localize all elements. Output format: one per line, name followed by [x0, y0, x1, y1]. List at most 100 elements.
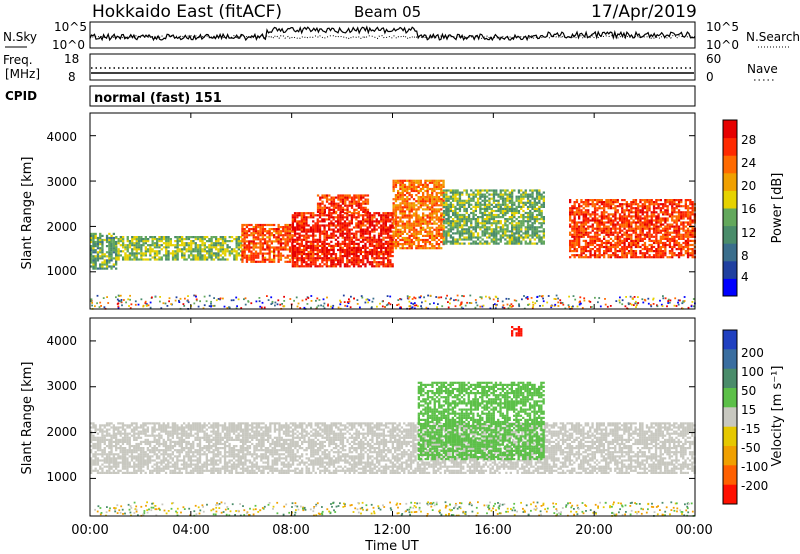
power-cell — [303, 220, 306, 223]
power-cell — [529, 213, 532, 217]
power-cell — [362, 230, 365, 233]
power-cell — [160, 240, 163, 243]
power-cell — [433, 245, 436, 248]
power-cell — [392, 183, 395, 186]
power-cell — [625, 219, 628, 222]
power-cell — [268, 236, 271, 239]
power-cell — [449, 191, 452, 194]
power-cell — [364, 218, 367, 221]
power-cell — [330, 236, 333, 239]
power-cell — [575, 207, 579, 210]
power-cell — [408, 210, 411, 213]
power-cell — [598, 237, 601, 240]
power-cell — [174, 258, 177, 261]
power-cell — [380, 261, 383, 264]
power-cell — [389, 236, 392, 239]
power-cell — [517, 220, 521, 223]
power-cell — [352, 242, 356, 245]
power-cell — [495, 220, 498, 223]
power-cell — [467, 201, 471, 204]
power-cell — [639, 217, 642, 220]
power-cell — [108, 255, 111, 258]
power-cell — [582, 235, 585, 238]
power-cell — [316, 250, 319, 254]
power-cell — [467, 193, 471, 196]
power-cell — [587, 201, 590, 204]
power-cell — [362, 222, 365, 225]
power-cell — [309, 253, 313, 256]
power-cell — [168, 300, 170, 303]
power-cell — [215, 244, 218, 247]
power-cell — [314, 238, 317, 241]
power-cell — [298, 244, 301, 247]
power-cell — [513, 201, 516, 204]
power-cell — [371, 248, 374, 252]
power-cell — [303, 250, 306, 254]
power-cell — [250, 232, 253, 235]
power-cell — [625, 221, 628, 224]
power-cell — [582, 233, 585, 236]
power-cell — [230, 252, 234, 255]
power-cell — [671, 223, 674, 226]
power-cell — [495, 199, 498, 202]
power-cell — [627, 235, 631, 238]
power-cell — [355, 255, 358, 258]
power-cell — [571, 205, 574, 208]
power-cell — [630, 241, 633, 245]
power-cell — [194, 258, 197, 261]
power-cell — [126, 238, 129, 241]
power-cell — [94, 257, 97, 260]
power-cell — [401, 210, 404, 213]
power-cell — [339, 248, 342, 252]
power-cell — [153, 256, 157, 259]
power-cell — [630, 235, 633, 238]
power-cell — [657, 219, 660, 222]
power-cell — [440, 216, 443, 219]
power-cell — [403, 185, 407, 188]
power-cell — [648, 221, 651, 224]
power-cell — [387, 240, 390, 243]
power-cell — [337, 248, 340, 252]
power-cell — [540, 205, 543, 208]
power-cell — [461, 232, 464, 235]
power-cell — [105, 263, 109, 266]
power-cell — [305, 220, 308, 223]
power-cell — [646, 225, 649, 228]
power-cell — [435, 234, 438, 237]
power-cell — [288, 223, 292, 227]
power-cell — [133, 238, 136, 241]
power-cell — [380, 238, 383, 241]
power-cell — [492, 238, 496, 241]
power-cell — [408, 296, 411, 298]
power-cell — [410, 224, 413, 227]
power-cell — [241, 252, 244, 255]
power-cell — [194, 250, 197, 253]
power-cell — [481, 222, 484, 225]
power-cell — [424, 208, 427, 211]
power-cell — [158, 252, 161, 255]
power-cell — [479, 240, 482, 243]
power-cell — [366, 246, 369, 249]
power-cell — [680, 243, 683, 247]
power-cell — [424, 202, 427, 205]
power-cell — [129, 294, 131, 297]
power-cell — [634, 254, 638, 257]
power-cell — [259, 226, 262, 229]
power-cell — [279, 244, 283, 247]
power-cell — [442, 218, 445, 221]
power-cell — [417, 208, 420, 211]
power-cell — [401, 206, 404, 209]
power-cell — [364, 255, 367, 258]
power-cell — [616, 233, 619, 236]
power-cell — [652, 225, 656, 228]
power-cell — [689, 239, 692, 242]
power-cell — [435, 212, 438, 215]
power-cell — [203, 295, 206, 298]
power-cell — [467, 238, 471, 241]
power-cell — [511, 242, 514, 245]
power-cell — [691, 256, 694, 259]
power-cell — [689, 201, 692, 204]
power-cell — [99, 251, 102, 254]
power-cell — [341, 232, 344, 235]
power-cell — [417, 189, 420, 193]
